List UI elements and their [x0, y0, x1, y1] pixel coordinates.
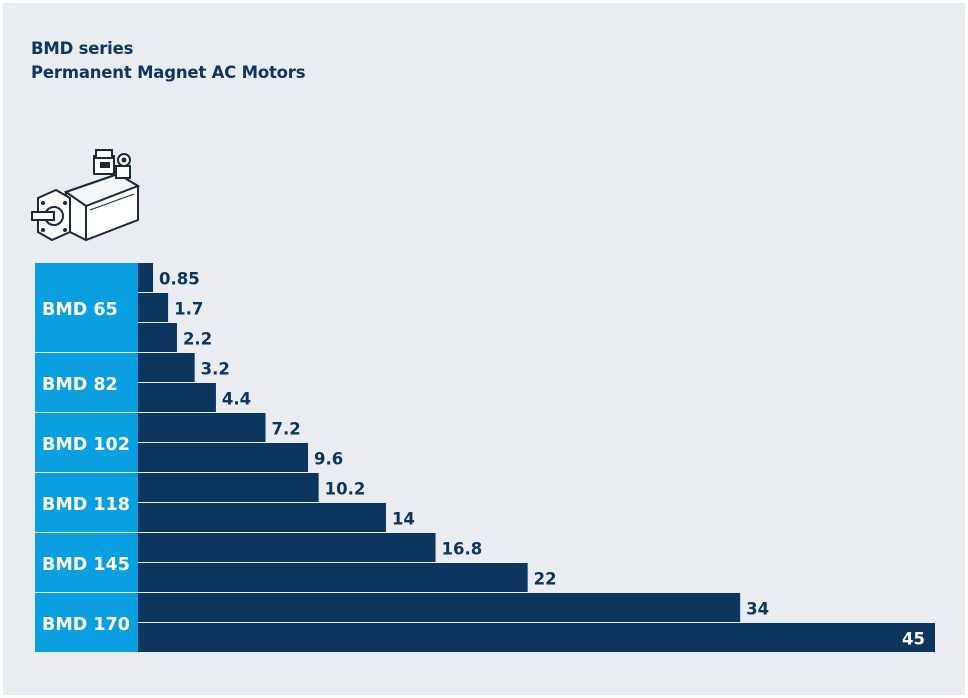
group-label-bmd-118: BMD 118: [42, 495, 130, 515]
bar-bmd-170-1: [138, 593, 741, 622]
value-label-bmd-118-2: 14: [392, 510, 415, 529]
bar-bmd-65-3: [138, 323, 177, 352]
group-label-bg-bmd-145: [35, 533, 138, 592]
value-label-bmd-145-2: 22: [534, 570, 557, 589]
group-label-bg-bmd-118: [35, 473, 138, 532]
value-label-bmd-82-1: 3.2: [201, 360, 230, 379]
bar-bmd-82-1: [138, 353, 195, 382]
value-label-bmd-82-2: 4.4: [222, 390, 251, 409]
group-label-bmd-102: BMD 102: [42, 435, 130, 455]
bar-bmd-145-2: [138, 563, 528, 592]
servo-motor-icon: [31, 149, 140, 242]
group-label-bg-bmd-102: [35, 413, 138, 472]
bar-bmd-82-2: [138, 383, 216, 412]
group-label-bmd-145: BMD 145: [42, 555, 130, 575]
value-label-bmd-102-1: 7.2: [272, 420, 301, 439]
value-label-bmd-65-2: 1.7: [174, 300, 203, 319]
chart-subtitle: Permanent Magnet AC Motors: [31, 63, 306, 82]
value-label-bmd-170-2: 45: [902, 630, 925, 649]
bar-bmd-102-2: [138, 443, 309, 472]
value-label-bmd-65-1: 0.85: [159, 270, 200, 289]
group-label-bg-bmd-65: [35, 263, 138, 352]
bar-bmd-118-2: [138, 503, 386, 532]
value-label-bmd-65-3: 2.2: [183, 330, 212, 349]
group-label-bmd-82: BMD 82: [42, 375, 118, 395]
group-label-bmd-65: BMD 65: [42, 300, 118, 320]
group-label-bg-bmd-170: [35, 593, 138, 652]
bar-bmd-102-1: [138, 413, 266, 442]
bar-bmd-118-1: [138, 473, 319, 502]
value-label-bmd-170-1: 34: [746, 600, 769, 619]
value-label-bmd-118-1: 10.2: [325, 480, 366, 499]
group-label-bg-bmd-82: [35, 353, 138, 412]
chart-title: BMD series: [31, 39, 134, 58]
value-label-bmd-145-1: 16.8: [442, 540, 483, 559]
bar-bmd-65-1: [138, 263, 154, 292]
value-label-bmd-102-2: 9.6: [314, 450, 343, 469]
group-label-bmd-170: BMD 170: [42, 615, 130, 635]
bar-bmd-65-2: [138, 293, 169, 322]
bar-bmd-170-2: [138, 623, 935, 652]
bar-bmd-145-1: [138, 533, 436, 562]
